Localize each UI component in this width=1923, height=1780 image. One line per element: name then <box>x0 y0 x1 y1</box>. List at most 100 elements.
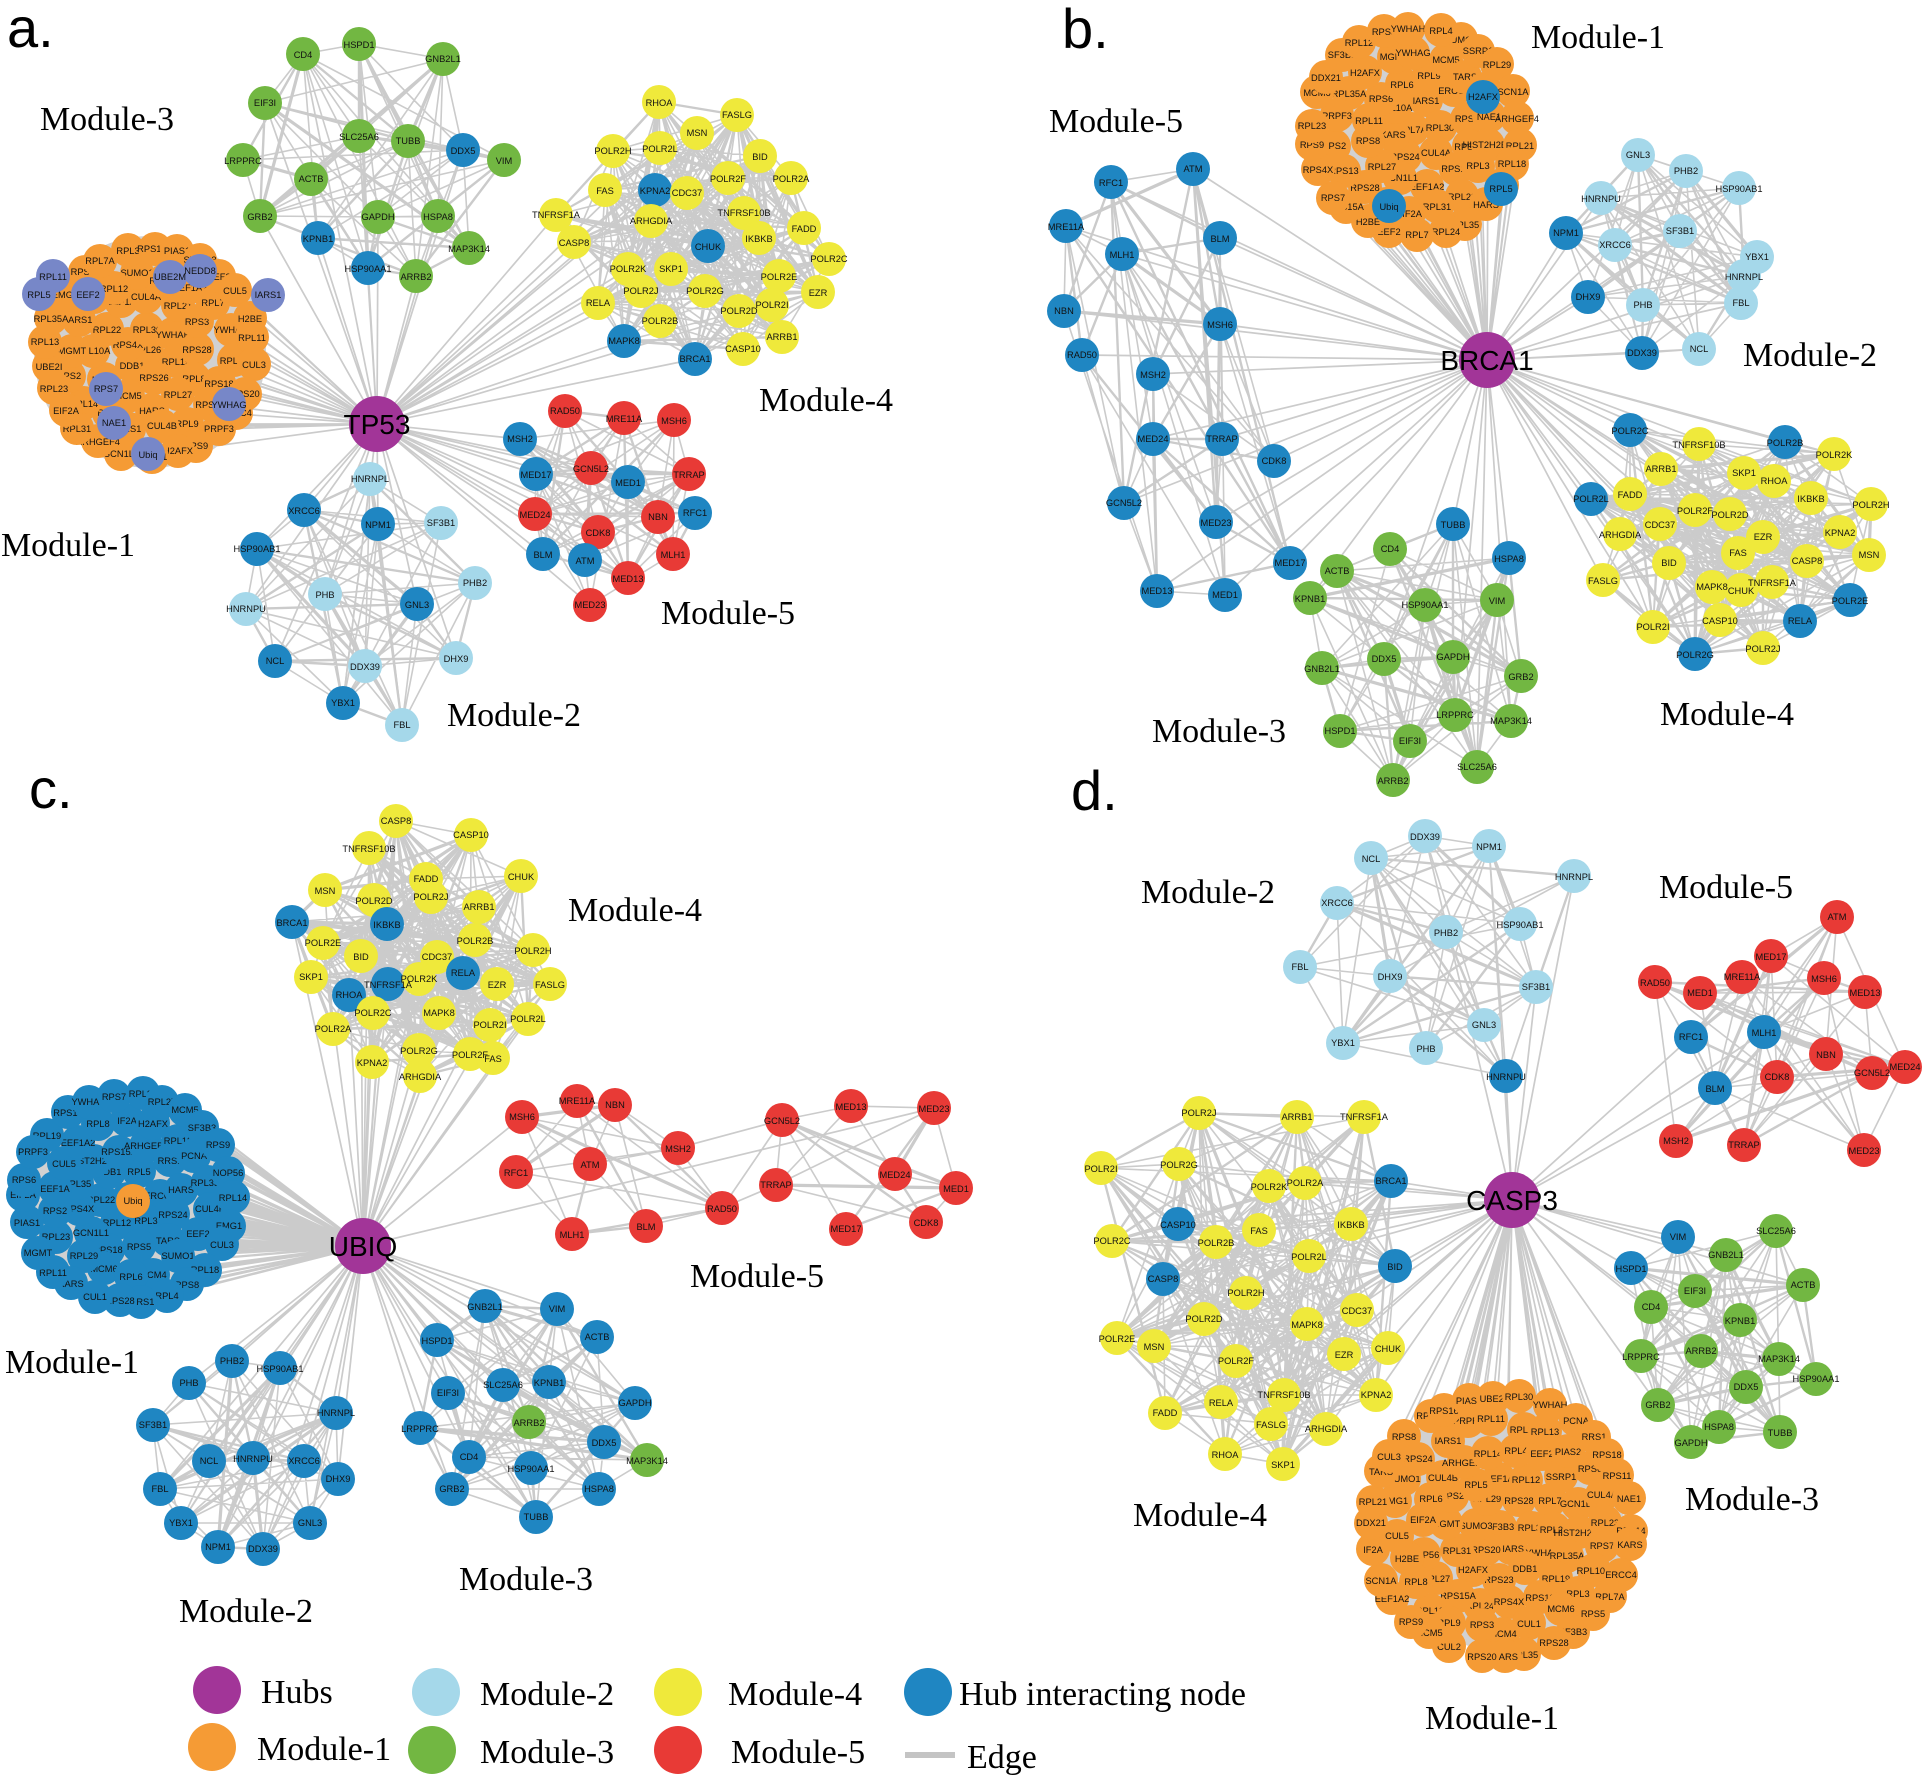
svg-text:NEDD8: NEDD8 <box>184 266 216 276</box>
svg-text:POLR2J: POLR2J <box>1181 1108 1216 1118</box>
svg-text:ARRB1: ARRB1 <box>1281 1112 1312 1122</box>
svg-text:GNB2L1: GNB2L1 <box>1708 1250 1744 1260</box>
svg-text:SF3B1: SF3B1 <box>1666 226 1694 236</box>
svg-text:RRS1: RRS1 <box>1582 1432 1607 1442</box>
svg-text:RPL29: RPL29 <box>70 1251 98 1261</box>
svg-text:POLR2C: POLR2C <box>1611 426 1648 436</box>
svg-text:POLR2K: POLR2K <box>1816 450 1853 460</box>
svg-text:RPL29: RPL29 <box>1473 1494 1501 1504</box>
svg-text:RPS6: RPS6 <box>12 1175 36 1185</box>
svg-text:ACTB: ACTB <box>585 1332 610 1342</box>
svg-text:ACTB: ACTB <box>299 174 324 184</box>
svg-text:RPL7: RPL7 <box>1405 230 1428 240</box>
svg-text:RPL8: RPL8 <box>182 374 205 384</box>
svg-text:HNRNPL: HNRNPL <box>351 474 389 484</box>
svg-text:MSH2: MSH2 <box>665 1144 691 1154</box>
svg-text:RPL21: RPL21 <box>1359 1497 1387 1507</box>
svg-text:DDX5: DDX5 <box>592 1438 617 1448</box>
svg-text:MED13: MED13 <box>1849 988 1880 998</box>
svg-text:NAE1: NAE1 <box>102 418 126 428</box>
svg-text:RPL23: RPL23 <box>42 1232 70 1242</box>
svg-text:RPS15A: RPS15A <box>137 244 173 254</box>
svg-text:TNFRSF1A: TNFRSF1A <box>364 980 413 990</box>
svg-text:XRCC6: XRCC6 <box>288 1456 320 1466</box>
svg-text:NPM1: NPM1 <box>365 520 391 530</box>
svg-text:RPL35A: RPL35A <box>191 1178 226 1188</box>
svg-text:Module-1: Module-1 <box>5 1344 139 1381</box>
svg-text:FASLG: FASLG <box>535 980 565 990</box>
svg-text:RPL26: RPL26 <box>133 345 161 355</box>
svg-text:GCN5L2: GCN5L2 <box>573 464 609 474</box>
svg-text:RPS4X: RPS4X <box>1494 1597 1525 1607</box>
svg-text:MED23: MED23 <box>918 1104 949 1114</box>
svg-text:Module-4: Module-4 <box>759 382 893 419</box>
svg-text:HSPD1: HSPD1 <box>343 40 374 50</box>
svg-text:CDK8: CDK8 <box>586 528 611 538</box>
svg-text:ARHGDIA: ARHGDIA <box>1599 530 1642 540</box>
svg-text:HSPA8: HSPA8 <box>423 212 453 222</box>
svg-text:Module-2: Module-2 <box>179 1593 313 1630</box>
svg-text:RPS4X: RPS4X <box>64 1204 95 1214</box>
svg-text:UBE2I: UBE2I <box>1480 1394 1507 1404</box>
svg-text:HNRNPL: HNRNPL <box>317 1408 355 1418</box>
svg-text:RPS8: RPS8 <box>175 1280 199 1290</box>
svg-text:VIM: VIM <box>549 1304 566 1314</box>
svg-text:RFC1: RFC1 <box>1679 1032 1703 1042</box>
svg-text:POLR2F: POLR2F <box>1677 506 1713 516</box>
svg-text:EZR: EZR <box>488 980 507 990</box>
svg-text:RFC1: RFC1 <box>504 1168 528 1178</box>
svg-text:Ubiq: Ubiq <box>138 450 157 460</box>
svg-text:SLC25A6: SLC25A6 <box>339 132 379 142</box>
svg-text:CD4: CD4 <box>1642 1302 1661 1312</box>
svg-text:FASLG: FASLG <box>1588 576 1618 586</box>
svg-text:GCN1L1: GCN1L1 <box>103 449 139 459</box>
svg-text:SUMO1: SUMO1 <box>120 268 153 278</box>
svg-text:RPS7: RPS7 <box>94 384 118 394</box>
svg-text:MRE11A: MRE11A <box>1724 972 1761 982</box>
svg-text:MGMT: MGMT <box>58 346 87 356</box>
svg-text:a.: a. <box>7 0 54 59</box>
svg-text:CDK8: CDK8 <box>914 1218 939 1228</box>
svg-text:POLR2A: POLR2A <box>773 174 810 184</box>
svg-text:Module-3: Module-3 <box>1685 1481 1819 1518</box>
svg-text:PIAS2: PIAS2 <box>1555 1447 1581 1457</box>
svg-text:MAPK8: MAPK8 <box>1696 582 1728 592</box>
svg-text:RPL19: RPL19 <box>33 1131 61 1141</box>
svg-text:LRPPRC: LRPPRC <box>401 1424 439 1434</box>
svg-text:SKP1: SKP1 <box>299 972 323 982</box>
svg-text:ARRB1: ARRB1 <box>463 902 494 912</box>
svg-text:YBX1: YBX1 <box>169 1518 193 1528</box>
svg-text:CD4: CD4 <box>460 1452 479 1462</box>
svg-text:CDK8: CDK8 <box>1765 1072 1790 1082</box>
svg-text:GRB2: GRB2 <box>247 212 272 222</box>
svg-text:RPL10A: RPL10A <box>1577 1566 1612 1576</box>
svg-text:CUL3: CUL3 <box>210 1240 234 1250</box>
svg-text:PRPF3: PRPF3 <box>1453 1416 1483 1426</box>
svg-text:RRS1: RRS1 <box>158 1156 183 1166</box>
svg-text:RPS28: RPS28 <box>105 1296 134 1306</box>
svg-text:EZR: EZR <box>809 288 828 298</box>
svg-text:PCNA: PCNA <box>1563 1416 1590 1426</box>
svg-text:MSN: MSN <box>687 128 708 138</box>
svg-text:EEF1A: EEF1A <box>40 1184 70 1194</box>
svg-text:GNL3: GNL3 <box>405 600 429 610</box>
svg-text:RPL11: RPL11 <box>238 333 266 343</box>
svg-text:SLC25A6: SLC25A6 <box>1457 762 1497 772</box>
svg-text:MLH1: MLH1 <box>1110 250 1135 260</box>
svg-text:SLC25A6: SLC25A6 <box>483 1380 523 1390</box>
svg-text:EIF3I: EIF3I <box>437 1388 459 1398</box>
svg-text:KPNA2: KPNA2 <box>357 1058 388 1068</box>
svg-text:RPL4: RPL4 <box>1504 1446 1527 1456</box>
svg-text:RPL13: RPL13 <box>164 1136 192 1146</box>
svg-text:RPS23: RPS23 <box>195 400 224 410</box>
svg-text:GNB2L1: GNB2L1 <box>1304 664 1340 674</box>
svg-text:NPM1: NPM1 <box>1553 228 1579 238</box>
svg-text:TNFRSF10B: TNFRSF10B <box>1672 440 1725 450</box>
svg-text:Ubiq: Ubiq <box>123 1196 142 1206</box>
svg-text:SF3B3: SF3B3 <box>1559 1627 1587 1637</box>
svg-text:GAPDH: GAPDH <box>618 1398 651 1408</box>
svg-text:RPS9: RPS9 <box>1399 1617 1423 1627</box>
svg-text:Hubs: Hubs <box>261 1674 333 1711</box>
svg-text:MCM6: MCM6 <box>90 1264 117 1274</box>
svg-text:IARS1: IARS1 <box>1435 1436 1462 1446</box>
